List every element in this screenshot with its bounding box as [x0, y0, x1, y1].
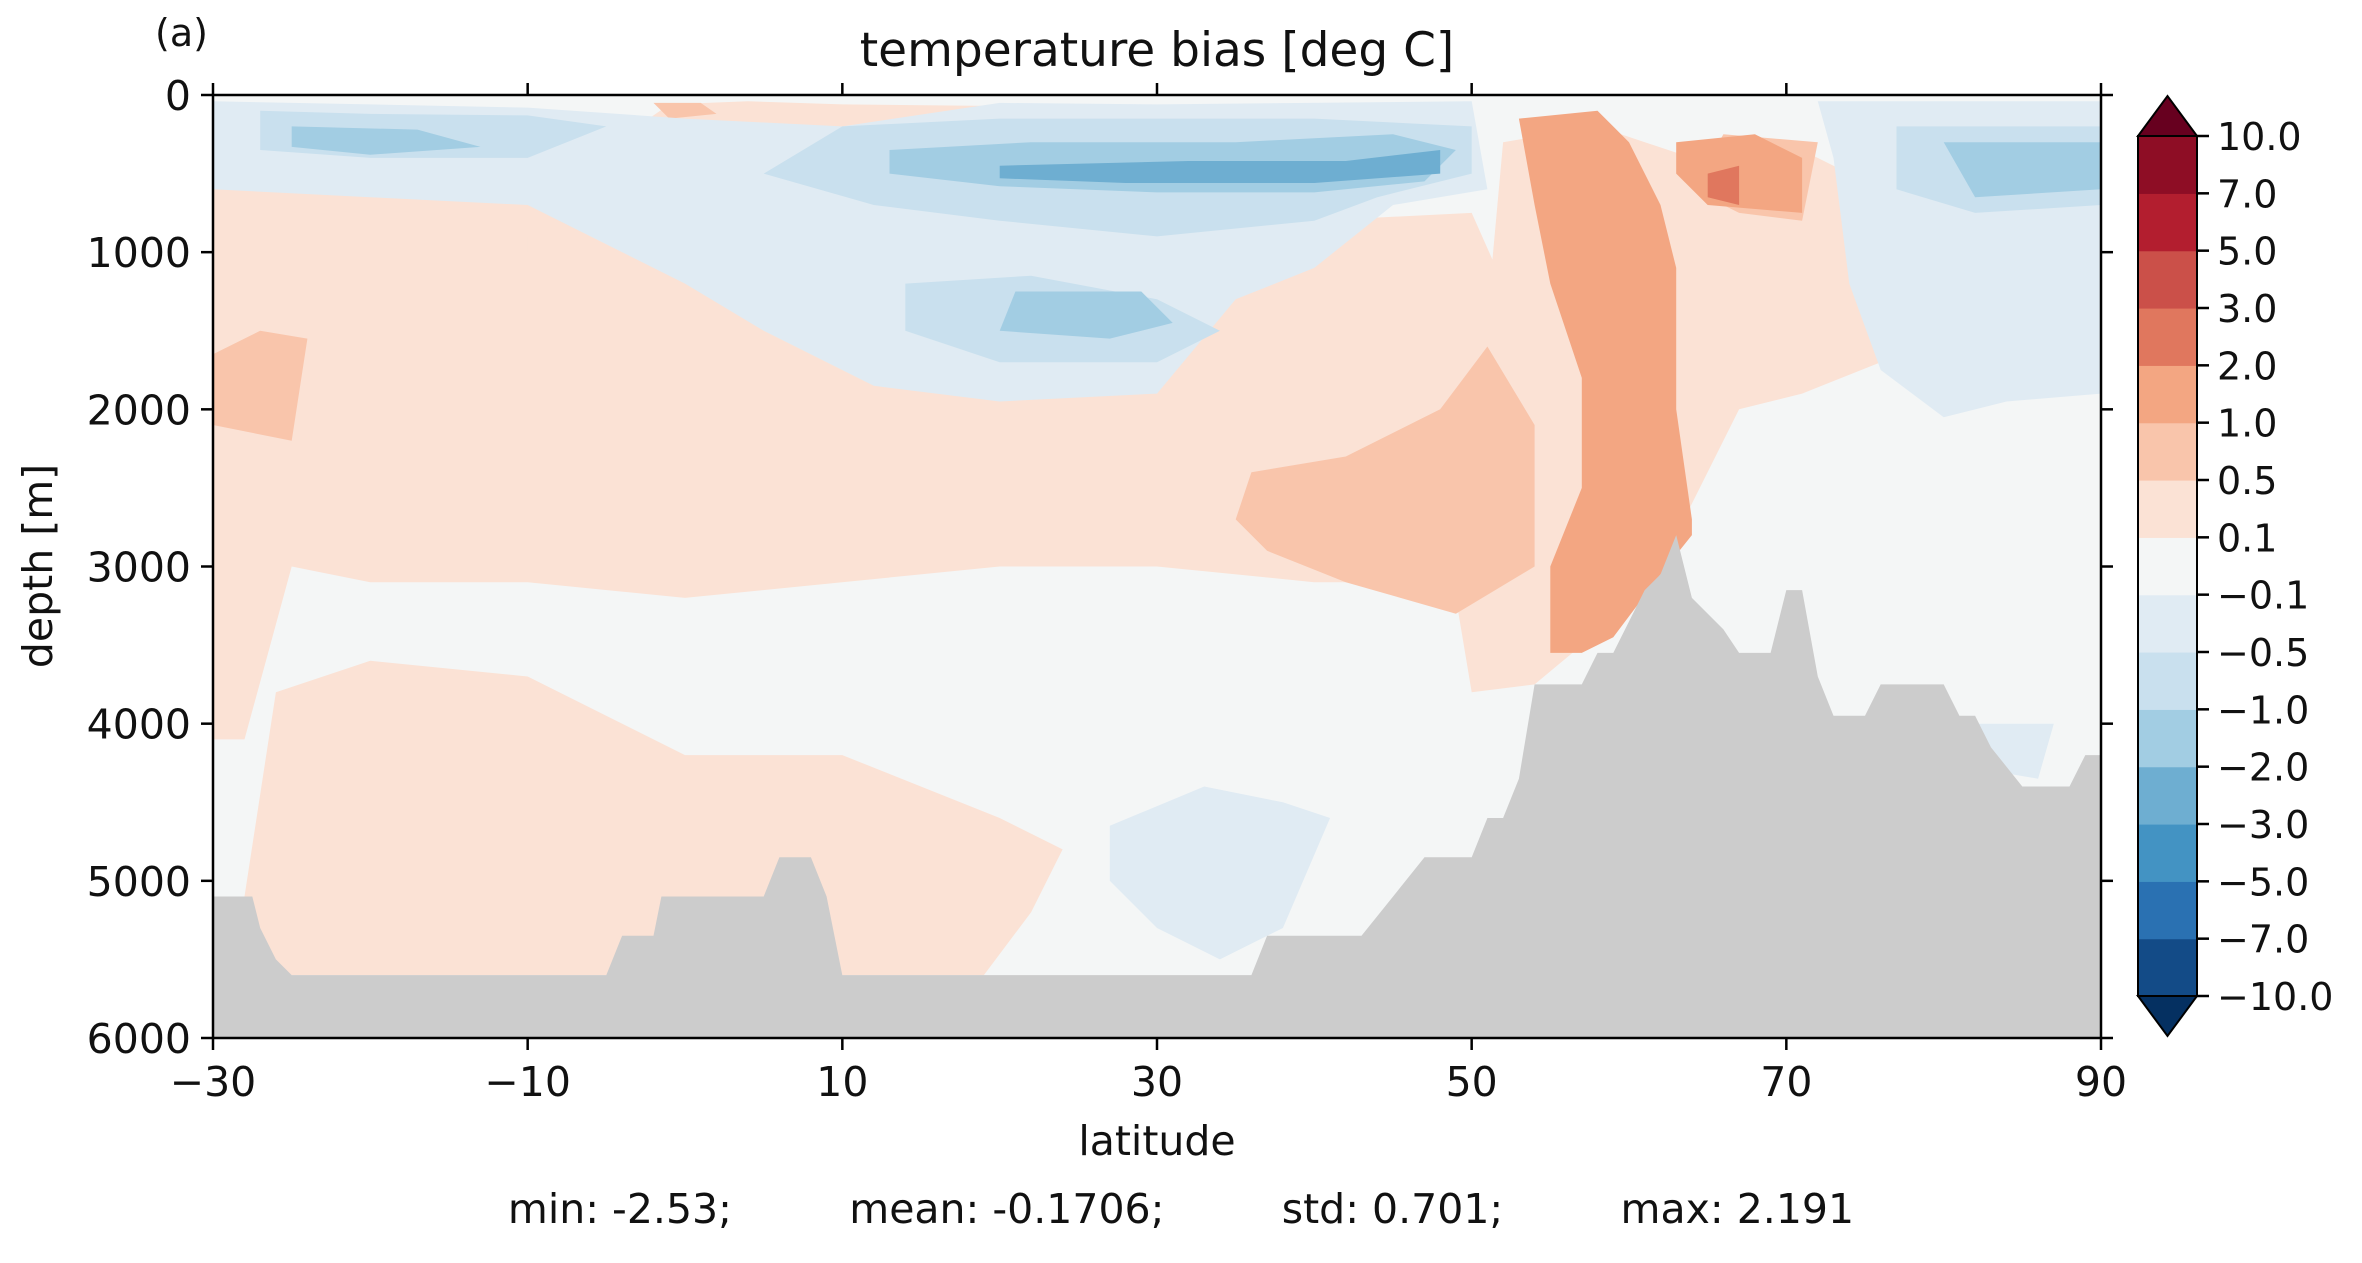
colorbar-segment	[2138, 594, 2197, 653]
bias-region-25	[999, 150, 1441, 183]
colorbar-segment	[2138, 938, 2197, 997]
bias-region-6	[213, 330, 308, 441]
stat-mean: mean: -0.1706;	[849, 1185, 1165, 1233]
colorbar-extend-max	[2136, 94, 2199, 137]
colorbar-tick-label: −3.0	[2217, 803, 2309, 847]
y-axis-label: depth [m]	[14, 464, 62, 668]
colorbar-frame	[2137, 135, 2198, 997]
colorbar-segment	[2138, 881, 2197, 940]
colorbar-tick-label: −0.1	[2217, 574, 2309, 618]
y-tick-label: 3000	[87, 544, 191, 592]
stat-std: std: 0.701;	[1281, 1185, 1504, 1233]
summary-stats: min: -2.53; mean: -0.1706; std: 0.701; m…	[0, 1185, 2362, 1233]
bias-region-11	[1676, 134, 1803, 213]
x-axis-label: latitude	[1078, 1117, 1235, 1165]
colorbar-tick-label: 0.1	[2217, 516, 2277, 560]
bias-region-12	[1707, 165, 1740, 205]
y-tick-label: 5000	[87, 858, 191, 906]
colorbar-segment	[2138, 480, 2197, 538]
colorbar: −10.0 −7.0 −5.0 −3.0 −2.0 −1.0 −0.5 −0.1 0.1 0.5 1…	[2136, 94, 2333, 1038]
bias-contours	[213, 101, 2101, 976]
x-tick-label: −10	[484, 1058, 571, 1106]
colorbar-tick-label: −10.0	[2217, 975, 2333, 1019]
y-tick-label: 4000	[87, 701, 191, 749]
stat-min: min: -2.53;	[507, 1185, 732, 1233]
colorbar-segment	[2138, 308, 2197, 366]
colorbar-segment	[2138, 422, 2197, 481]
x-tick-label: 10	[816, 1058, 868, 1106]
colorbar-tick-label: 1.0	[2217, 402, 2277, 446]
panel-label: (a)	[155, 11, 208, 55]
bias-region-1	[244, 660, 1063, 976]
colorbar-tick-label: −5.0	[2217, 860, 2309, 904]
y-axis: 0 1000 2000 3000 4000 5000 6000	[87, 72, 2113, 1063]
bathymetry-land	[213, 535, 2101, 1038]
colorbar-segment	[2138, 537, 2197, 596]
y-tick-label: 2000	[87, 386, 191, 434]
chart-title: temperature bias [deg C]	[860, 23, 1455, 78]
colorbar-tick-label: 3.0	[2217, 287, 2277, 331]
x-tick-label: 30	[1131, 1058, 1183, 1106]
x-axis: −30 −10 10 30 50 70 90	[170, 83, 2127, 1106]
x-tick-label: 70	[1760, 1058, 1812, 1106]
colorbar-tick-label: 5.0	[2217, 230, 2277, 274]
stat-max: max: 2.191	[1620, 1185, 1855, 1233]
bias-region-10	[1518, 110, 1692, 653]
x-tick-label: 50	[1446, 1058, 1498, 1106]
x-tick-label: −30	[170, 1058, 257, 1106]
colorbar-segment	[2138, 136, 2197, 194]
colorbar-tick-label: 0.5	[2217, 459, 2277, 503]
colorbar-segment	[2138, 709, 2197, 768]
colorbar-segment	[2138, 824, 2197, 882]
colorbar-tick-label: 7.0	[2217, 172, 2277, 216]
colorbar-segment	[2138, 652, 2197, 710]
y-tick-label: 6000	[87, 1015, 191, 1063]
colorbar-tick-label: −2.0	[2217, 746, 2309, 790]
temperature-bias-chart: (a) temperature bias [deg C] −30 −10 10 30 5…	[14, 11, 2333, 1165]
bias-region-15	[1109, 786, 1331, 960]
colorbar-extend-min	[2136, 995, 2199, 1038]
colorbar-segment	[2138, 766, 2197, 825]
x-tick-label: 90	[2075, 1058, 2127, 1106]
colorbar-tick-label: −7.0	[2217, 918, 2309, 962]
colorbar-segment	[2138, 365, 2197, 424]
bias-region-8	[653, 102, 717, 119]
bias-region-23	[999, 291, 1173, 339]
colorbar-tick-label: 2.0	[2217, 344, 2277, 388]
colorbar-tick-label: 10.0	[2217, 115, 2302, 159]
plot-area	[213, 95, 2101, 1038]
bias-region-24	[1943, 142, 2101, 198]
colorbar-tick-label: −0.5	[2217, 631, 2309, 675]
colorbar-segment	[2138, 193, 2197, 252]
y-tick-label: 0	[165, 72, 191, 120]
bias-region-7	[1235, 346, 1535, 614]
colorbar-segment	[2138, 250, 2197, 309]
y-tick-label: 1000	[87, 229, 191, 277]
colorbar-tick-label: −1.0	[2217, 688, 2309, 732]
bias-region-21	[291, 126, 481, 155]
